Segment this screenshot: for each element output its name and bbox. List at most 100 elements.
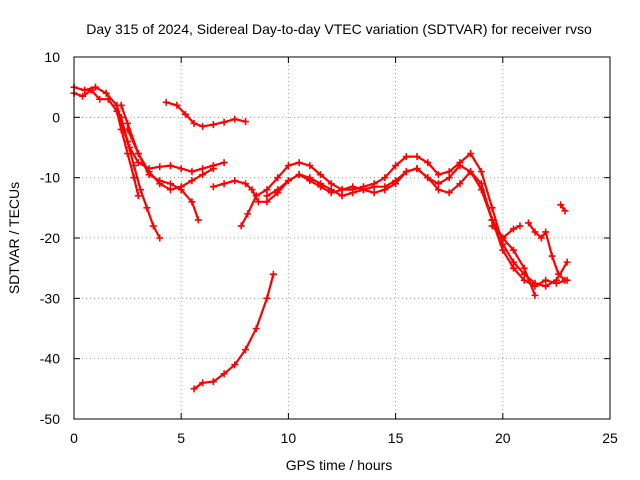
- data-point: [499, 240, 507, 248]
- data-point: [317, 180, 325, 188]
- data-point: [510, 225, 518, 233]
- data-point: [548, 252, 556, 260]
- data-point: [402, 153, 410, 161]
- data-point: [274, 174, 282, 182]
- series-track-8: [237, 150, 571, 290]
- data-point: [392, 180, 400, 188]
- series-track-5: [124, 125, 217, 194]
- data-point: [220, 159, 228, 167]
- data-point: [456, 159, 464, 167]
- data-point: [327, 186, 335, 194]
- data-point: [87, 86, 95, 94]
- data-point: [124, 125, 132, 133]
- y-tick-label: -30: [40, 290, 60, 306]
- data-point: [561, 276, 569, 284]
- data-point: [413, 153, 421, 161]
- data-point: [102, 89, 110, 97]
- data-point: [284, 177, 292, 185]
- data-point: [134, 159, 142, 167]
- data-point: [525, 219, 533, 227]
- data-point: [130, 162, 138, 170]
- data-point: [306, 162, 314, 170]
- data-point: [166, 186, 174, 194]
- series-track-12: [557, 201, 569, 215]
- x-tick-label: 25: [602, 430, 618, 446]
- series-track-10: [488, 222, 524, 242]
- data-point: [488, 204, 496, 212]
- data-point: [199, 171, 207, 179]
- data-point: [188, 198, 196, 206]
- series-track-13: [190, 270, 277, 393]
- data-point: [499, 234, 507, 242]
- data-point: [349, 189, 357, 197]
- data-point: [181, 110, 189, 118]
- data-point: [242, 346, 250, 354]
- y-tick-label: -20: [40, 230, 60, 246]
- data-point: [231, 115, 239, 123]
- data-point: [467, 150, 475, 158]
- data-point: [117, 113, 125, 121]
- data-point: [537, 234, 545, 242]
- x-axis-label: GPS time / hours: [286, 457, 393, 473]
- data-point: [117, 101, 125, 109]
- data-point: [166, 180, 174, 188]
- data-point: [237, 222, 245, 230]
- data-point: [91, 83, 99, 91]
- grid-lines: [74, 57, 610, 419]
- data-point: [166, 162, 174, 170]
- data-point: [220, 370, 228, 378]
- data-point: [552, 276, 560, 284]
- data-point: [248, 186, 256, 194]
- data-point: [327, 180, 335, 188]
- data-point: [220, 118, 228, 126]
- data-point: [209, 183, 217, 191]
- series-track-1: [70, 83, 228, 176]
- x-tick-label: 15: [388, 430, 404, 446]
- data-point: [263, 294, 271, 302]
- data-point: [220, 180, 228, 188]
- data-point: [434, 186, 442, 194]
- data-point: [199, 122, 207, 130]
- data-point: [445, 189, 453, 197]
- data-point: [124, 119, 132, 127]
- data-point: [79, 92, 87, 100]
- data-point: [104, 95, 112, 103]
- series-track-2: [70, 86, 142, 200]
- y-tick-label: -40: [40, 351, 60, 367]
- data-point: [516, 222, 524, 230]
- data-point: [477, 168, 485, 176]
- data-point: [156, 234, 164, 242]
- x-tick-label: 5: [177, 430, 185, 446]
- data-point: [134, 150, 142, 158]
- data-point: [284, 162, 292, 170]
- data-point: [424, 159, 432, 167]
- data-point: [190, 119, 198, 127]
- data-point: [561, 207, 569, 215]
- data-point: [295, 159, 303, 167]
- data-point: [209, 165, 217, 173]
- data-point: [149, 222, 157, 230]
- data-point: [542, 282, 550, 290]
- data-point: [306, 174, 314, 182]
- series-track-6: [162, 98, 250, 130]
- y-axis-label: SDTVAR / TECUs: [6, 182, 22, 294]
- data-point: [231, 361, 239, 369]
- data-point: [81, 86, 89, 94]
- data-point: [156, 180, 164, 188]
- data-point: [402, 168, 410, 176]
- y-tick-label: 0: [52, 109, 60, 125]
- y-tick-label: -50: [40, 411, 60, 427]
- data-point: [563, 258, 571, 266]
- data-point: [242, 180, 250, 188]
- x-tick-label: 0: [70, 430, 78, 446]
- data-point: [531, 228, 539, 236]
- data-point: [338, 192, 346, 200]
- data-point: [456, 180, 464, 188]
- data-point: [252, 325, 260, 332]
- data-point: [445, 174, 453, 182]
- data-point: [488, 222, 496, 230]
- data-point: [434, 180, 442, 188]
- data-point: [96, 95, 104, 103]
- data-point: [531, 279, 539, 287]
- data-point: [252, 192, 260, 200]
